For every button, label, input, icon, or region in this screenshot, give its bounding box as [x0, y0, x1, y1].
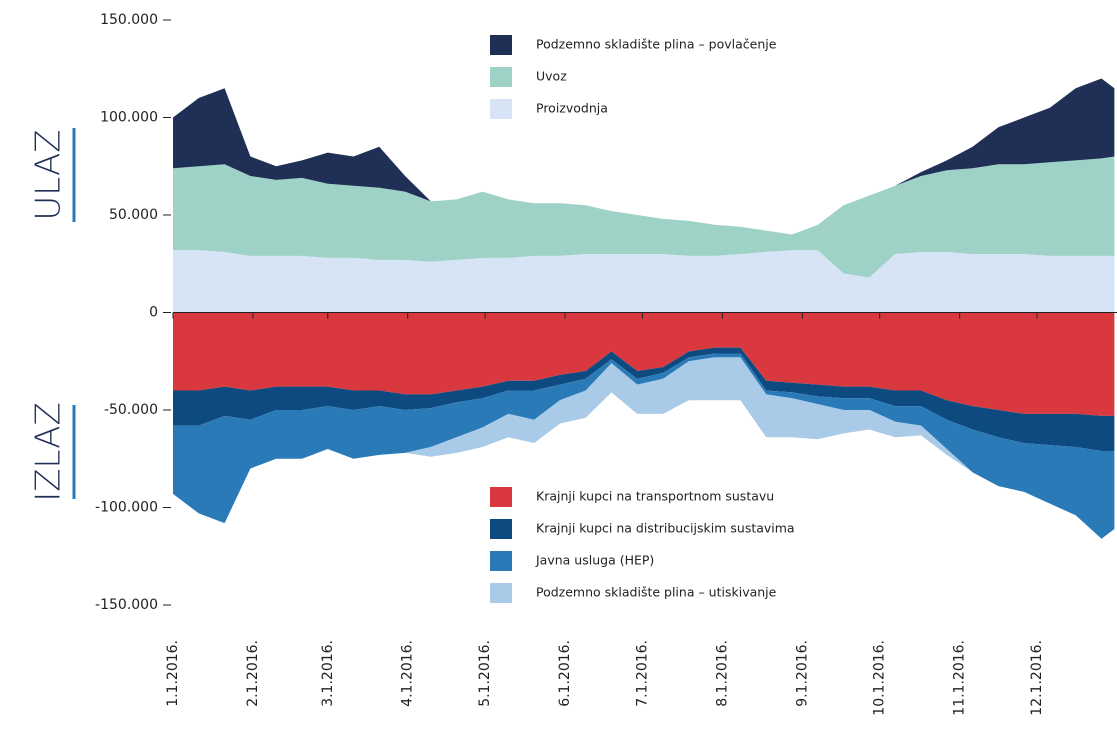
y-tick-label: 50.000 [109, 207, 158, 223]
x-tick-label: 1.1.2016. [165, 640, 181, 707]
section-label: ULAZ [29, 129, 69, 220]
x-tick-label: 11.1.2016. [952, 640, 968, 716]
x-tick-label: 8.1.2016. [714, 640, 730, 707]
x-tick-label: 12.1.2016. [1029, 640, 1045, 716]
y-tick-label: -50.000 [104, 402, 158, 418]
legend-label: Podzemno skladište plina – utiskivanje [536, 585, 777, 600]
area [173, 353, 1115, 539]
area [173, 156, 1115, 278]
legend-label: Proizvodnja [536, 101, 608, 116]
legend-swatch [490, 519, 512, 539]
legend-swatch [490, 487, 512, 507]
area [173, 250, 1115, 313]
x-tick-label: 6.1.2016. [557, 640, 573, 707]
x-tick-label: 3.1.2016. [320, 640, 336, 707]
section-label: IZLAZ [29, 402, 69, 502]
y-tick-label: 0 [149, 305, 158, 321]
x-tick-label: 4.1.2016. [400, 640, 416, 707]
x-tick-label: 9.1.2016. [794, 640, 810, 707]
x-tick-label: 2.1.2016. [245, 640, 261, 707]
legend-label: Krajnji kupci na distribucijskim sustavi… [536, 521, 795, 536]
legend-swatch [490, 67, 512, 87]
legend-swatch [490, 99, 512, 119]
legend-swatch [490, 35, 512, 55]
legend-swatch [490, 551, 512, 571]
y-tick-label: 150.000 [100, 12, 158, 28]
x-tick-label: 5.1.2016. [477, 640, 493, 707]
y-tick-label: -100.000 [95, 500, 158, 516]
legend-label: Krajnji kupci na transportnom sustavu [536, 489, 774, 504]
legend-label: Uvoz [536, 69, 567, 84]
area [173, 357, 1115, 539]
y-tick-label: 100.000 [100, 110, 158, 126]
y-tick-label: -150.000 [95, 597, 158, 613]
area [173, 78, 1115, 235]
legend-label: Podzemno skladište plina – povlačenje [536, 37, 777, 52]
x-tick-label: 10.1.2016. [872, 640, 888, 716]
area [173, 347, 1115, 451]
area [173, 312, 1115, 416]
legend-swatch [490, 583, 512, 603]
legend-label: Javna usluga (HEP) [535, 553, 654, 568]
x-tick-label: 7.1.2016. [634, 640, 650, 707]
